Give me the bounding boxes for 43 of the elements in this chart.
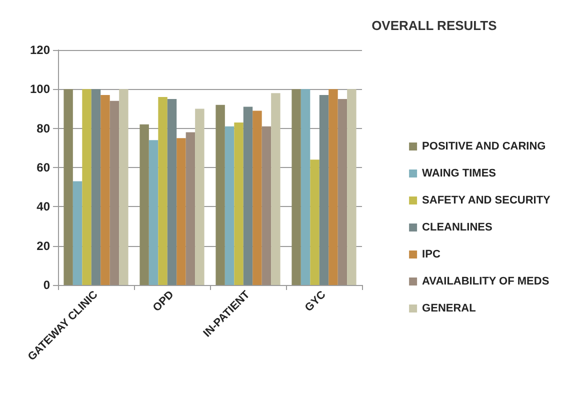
bar [119, 89, 128, 285]
bar [310, 160, 320, 285]
y-tick-label: 40 [36, 200, 50, 214]
bar [158, 97, 168, 285]
y-tick-label: 0 [43, 278, 50, 292]
bar [195, 108, 204, 285]
legend-label: IPC [422, 248, 440, 260]
bar [328, 89, 338, 285]
bar [224, 126, 234, 285]
legend-label: POSITIVE AND CARING [422, 140, 546, 152]
bar [300, 89, 310, 285]
bar [140, 124, 149, 285]
bar [319, 95, 329, 285]
legend-label: GENERAL [422, 302, 476, 314]
bar [72, 181, 82, 285]
text: OVERALL RESULTS [372, 18, 498, 33]
bar [243, 106, 253, 285]
bar [91, 89, 101, 285]
legend-label: CLEANLINES [422, 222, 492, 234]
bar [347, 89, 356, 285]
y-tick-label: 60 [36, 160, 50, 174]
legend-label: WAING TIMES [422, 168, 496, 180]
bar [176, 138, 186, 285]
bar [148, 140, 158, 285]
bar [234, 122, 244, 285]
legend-label: AVAILABILITY OF MEDS [422, 276, 550, 288]
bar [338, 98, 348, 285]
bar [186, 132, 196, 285]
bar [110, 100, 120, 285]
y-tick-label: 100 [30, 82, 50, 96]
bar [64, 89, 73, 285]
legend-label: SAFETY AND SECURITY [422, 194, 552, 206]
y-tick-label: 80 [36, 121, 50, 136]
bar [100, 95, 110, 285]
bar [292, 89, 301, 285]
bar [82, 89, 92, 285]
bar [262, 126, 272, 285]
y-tick-label: 20 [36, 238, 50, 253]
bar [271, 93, 280, 285]
bar [216, 104, 225, 285]
bar [167, 98, 177, 285]
y-tick-label: 120 [30, 43, 50, 57]
bar [252, 110, 262, 285]
